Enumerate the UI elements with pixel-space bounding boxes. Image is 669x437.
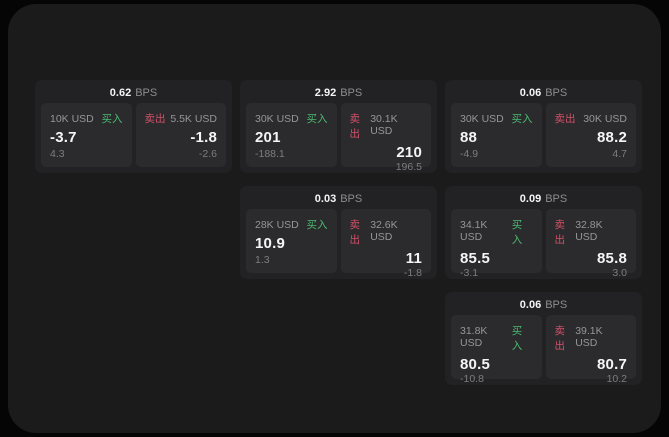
buy-label: 买入 [306,113,328,125]
buy-amount: 34.1K USD [460,219,488,243]
bps-value: 2.92 [314,87,337,99]
sell-panel[interactable]: 卖出 32.8K USD 85.8 3.0 [545,209,636,279]
sell-delta: -2.6 [198,148,217,160]
buy-label: 买入 [511,325,523,352]
buy-price: 201 [255,129,281,146]
bps-header: 0.09 BPS [451,190,636,209]
bps-header: 0.06 BPS [451,296,636,315]
sell-price: 80.7 [597,356,627,373]
buy-amount: 28K USD [255,219,299,231]
bps-unit: BPS [135,87,158,99]
bps-header: 0.62 BPS [41,84,226,103]
bps-value: 0.06 [519,87,542,99]
sell-label: 卖出 [144,113,166,125]
bps-header: 0.06 BPS [451,84,636,103]
buy-price: -3.7 [50,129,77,146]
bps-value: 0.09 [519,193,542,205]
sell-price: 11 [405,250,422,267]
sell-delta: 196.5 [395,161,422,173]
bps-unit: BPS [545,193,568,205]
sell-amount: 30K USD [583,113,627,125]
sell-amount: 32.6K USD [370,219,398,243]
bps-unit: BPS [340,87,363,99]
sell-panel[interactable]: 卖出 5.5K USD -1.8 -2.6 [135,103,226,167]
quote-card: 0.06 BPS 30K USD 买入 88 -4.9 卖出 30K USD [445,80,642,173]
sell-delta: 10.2 [606,373,627,385]
buy-amount: 10K USD [50,113,94,125]
buy-delta: -4.9 [460,148,479,160]
sell-price: -1.8 [190,129,217,146]
buy-delta: -10.8 [460,373,484,385]
buy-delta: -3.1 [460,267,479,279]
bps-header: 0.03 BPS [246,190,431,209]
bps-unit: BPS [545,299,568,311]
sell-label: 卖出 [349,219,361,246]
sell-delta: 3.0 [612,267,627,279]
buy-price: 80.5 [460,356,490,373]
quote-card: 0.03 BPS 28K USD 买入 10.9 1.3 卖出 32.6K US… [240,186,437,279]
bps-header: 2.92 BPS [246,84,431,103]
sell-price: 85.8 [597,250,627,267]
buy-label: 买入 [511,219,523,246]
sell-price: 210 [396,144,422,161]
quote-card: 2.92 BPS 30K USD 买入 201 -188.1 卖出 30.1K … [240,80,437,173]
buy-panel[interactable]: 28K USD 买入 10.9 1.3 [246,209,337,273]
bps-value: 0.06 [519,299,542,311]
sell-panel[interactable]: 卖出 39.1K USD 80.7 10.2 [545,315,636,385]
sell-delta: 4.7 [612,148,627,160]
buy-label: 买入 [511,113,533,125]
bps-unit: BPS [545,87,568,99]
sell-price: 88.2 [597,129,627,146]
buy-panel[interactable]: 30K USD 买入 201 -188.1 [246,103,337,167]
buy-amount: 30K USD [460,113,504,125]
quote-grid: 0.62 BPS 10K USD 买入 -3.7 4.3 卖出 5.5K USD [35,80,642,385]
sell-label: 卖出 [554,219,566,246]
sell-amount: 32.8K USD [575,219,603,243]
sell-amount: 30.1K USD [370,113,398,137]
buy-panel[interactable]: 30K USD 买入 88 -4.9 [451,103,542,167]
sell-amount: 39.1K USD [575,325,603,349]
sell-panel[interactable]: 卖出 30.1K USD 210 196.5 [340,103,431,173]
quote-card: 0.06 BPS 31.8K USD 买入 80.5 -10.8 卖出 39.1… [445,292,642,385]
quote-card: 0.09 BPS 34.1K USD 买入 85.5 -3.1 卖出 32.8K… [445,186,642,279]
buy-delta: 4.3 [50,148,65,160]
buy-price: 88 [460,129,478,146]
buy-price: 85.5 [460,250,490,267]
trading-panel: 0.62 BPS 10K USD 买入 -3.7 4.3 卖出 5.5K USD [8,4,661,433]
sell-label: 卖出 [554,113,576,125]
buy-panel[interactable]: 10K USD 买入 -3.7 4.3 [41,103,132,167]
buy-price: 10.9 [255,235,285,252]
buy-panel[interactable]: 34.1K USD 买入 85.5 -3.1 [451,209,542,279]
buy-panel[interactable]: 31.8K USD 买入 80.5 -10.8 [451,315,542,385]
buy-amount: 30K USD [255,113,299,125]
buy-delta: 1.3 [255,254,270,266]
bps-unit: BPS [340,193,363,205]
sell-label: 卖出 [554,325,566,352]
sell-panel[interactable]: 卖出 30K USD 88.2 4.7 [545,103,636,167]
sell-delta: -1.8 [403,267,422,279]
buy-label: 买入 [306,219,328,231]
quote-card: 0.62 BPS 10K USD 买入 -3.7 4.3 卖出 5.5K USD [35,80,232,173]
bps-value: 0.62 [109,87,132,99]
buy-amount: 31.8K USD [460,325,488,349]
sell-amount: 5.5K USD [170,113,217,125]
bps-value: 0.03 [314,193,337,205]
sell-panel[interactable]: 卖出 32.6K USD 11 -1.8 [340,209,431,279]
sell-label: 卖出 [349,113,361,140]
buy-label: 买入 [101,113,123,125]
buy-delta: -188.1 [255,148,285,160]
